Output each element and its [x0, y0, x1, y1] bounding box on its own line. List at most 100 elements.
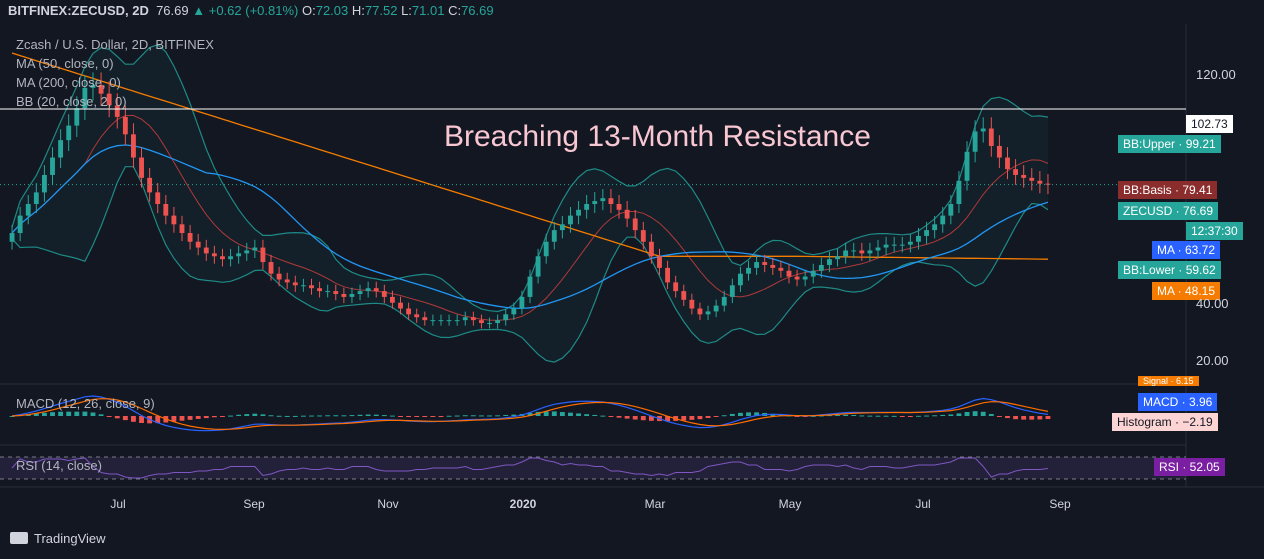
candle	[584, 204, 590, 210]
symbol-name[interactable]: BITFINEX:ZECUSD, 2D	[8, 3, 149, 18]
candle	[640, 230, 646, 242]
histogram-bar	[438, 416, 444, 417]
legend-rsi[interactable]: RSI (14, close)	[16, 458, 102, 473]
histogram-bar	[276, 415, 282, 417]
legend-ma50[interactable]: MA (50, close, 0)	[16, 56, 114, 71]
candle	[1005, 157, 1010, 170]
candle	[673, 282, 679, 292]
histogram-bar	[1037, 416, 1043, 420]
candle	[786, 270, 792, 277]
candle	[835, 256, 840, 260]
candle	[41, 174, 47, 193]
bb-lower-tag: BB:Lower · 59.62	[1118, 261, 1221, 279]
symbol-header: BITFINEX:ZECUSD, 2D 76.69 ▲ +0.62 (+0.81…	[8, 3, 494, 18]
candle	[996, 145, 1002, 158]
bb-basis-line	[11, 115, 1049, 321]
candle	[139, 157, 144, 178]
histogram-bar	[187, 416, 193, 420]
close-label: C:	[448, 3, 462, 18]
candle	[260, 247, 266, 263]
candle	[964, 151, 970, 181]
candle	[389, 296, 395, 303]
x-tick-label: Sep	[243, 497, 265, 511]
histogram-bar	[802, 416, 808, 417]
candle	[422, 317, 428, 321]
candle	[980, 128, 986, 132]
candle	[551, 230, 557, 242]
countdown-tag: 12:37:30	[1186, 222, 1243, 240]
candle	[559, 224, 565, 231]
zecusd-tag: ZECUSD · 76.69	[1118, 202, 1219, 220]
candle	[632, 218, 638, 231]
candle	[810, 270, 816, 277]
y-tick-label: 120.00	[1196, 67, 1236, 82]
candle	[106, 93, 112, 106]
candle	[948, 204, 954, 216]
histogram-bar	[260, 414, 266, 416]
candle	[916, 235, 921, 242]
candle	[875, 247, 881, 251]
candle	[33, 192, 39, 204]
histogram-bar	[640, 416, 646, 421]
candle	[268, 262, 274, 274]
candle	[713, 305, 719, 312]
candle	[90, 84, 96, 88]
resistance-price-label: 102.73	[1186, 115, 1233, 133]
histogram-bar	[430, 416, 436, 417]
candle	[333, 291, 339, 294]
histogram-bar	[74, 411, 80, 416]
histogram-bar	[1045, 416, 1051, 420]
legend-bb[interactable]: BB (20, close, 2, 0)	[16, 94, 127, 109]
low-label: L:	[401, 3, 412, 18]
candle	[891, 244, 897, 246]
histogram-tag: Histogram · −2.19	[1112, 413, 1218, 431]
histogram-bar	[754, 412, 760, 416]
legend-ma200[interactable]: MA (200, close, 0)	[16, 75, 121, 90]
histogram-bar	[608, 416, 614, 417]
candle	[592, 201, 598, 204]
brand-label: TradingView	[34, 531, 106, 546]
ma200-line	[11, 52, 1049, 260]
x-tick-label: Nov	[377, 497, 399, 511]
candle	[244, 250, 250, 254]
high-value: 77.52	[364, 3, 398, 18]
candle	[9, 233, 15, 242]
histogram-bar	[398, 416, 403, 417]
y-tick-label: 20.00	[1196, 353, 1229, 368]
histogram-bar	[681, 416, 687, 421]
histogram-bar	[317, 415, 323, 417]
legend-macd[interactable]: MACD (12, 26, close, 9)	[16, 396, 155, 411]
histogram-bar	[284, 415, 290, 417]
candle	[276, 273, 282, 280]
tradingview-logo[interactable]: TradingView	[10, 531, 106, 546]
histogram-bar	[406, 416, 412, 417]
candle	[171, 215, 177, 225]
histogram-bar	[568, 412, 573, 416]
candle	[648, 241, 654, 257]
candle	[883, 244, 889, 248]
histogram-bar	[705, 416, 711, 418]
histogram-bar	[859, 415, 865, 417]
histogram-bar	[236, 414, 242, 416]
chart-title[interactable]: Zcash / U.S. Dollar, 2D, BITFINEX	[16, 37, 214, 52]
histogram-bar	[697, 416, 703, 420]
candle	[406, 308, 412, 315]
candle	[82, 87, 88, 109]
x-tick-label: Jul	[110, 497, 126, 511]
candle	[519, 296, 525, 309]
histogram-bar	[616, 416, 622, 418]
histogram-bar	[252, 413, 258, 416]
candle	[1013, 169, 1019, 175]
histogram-bar	[41, 412, 47, 416]
candle	[754, 262, 760, 268]
histogram-bar	[810, 415, 816, 417]
candle	[211, 253, 217, 257]
candle	[114, 105, 120, 117]
histogram-bar	[300, 415, 306, 417]
tradingview-icon	[10, 532, 28, 544]
rsi-tag: RSI · 52.05	[1154, 458, 1225, 476]
candle	[228, 256, 233, 260]
candle	[899, 244, 905, 246]
candle	[495, 320, 501, 324]
